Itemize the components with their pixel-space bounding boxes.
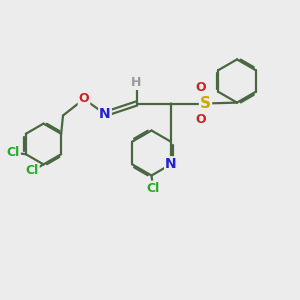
Text: H: H [131,76,142,89]
Text: S: S [200,96,211,111]
Text: N: N [165,157,177,171]
Text: O: O [196,81,206,94]
Text: Cl: Cl [146,182,160,195]
Text: O: O [79,92,89,106]
Text: N: N [99,107,111,121]
Text: Cl: Cl [26,164,39,178]
Text: Cl: Cl [7,146,20,159]
Text: O: O [196,112,206,126]
